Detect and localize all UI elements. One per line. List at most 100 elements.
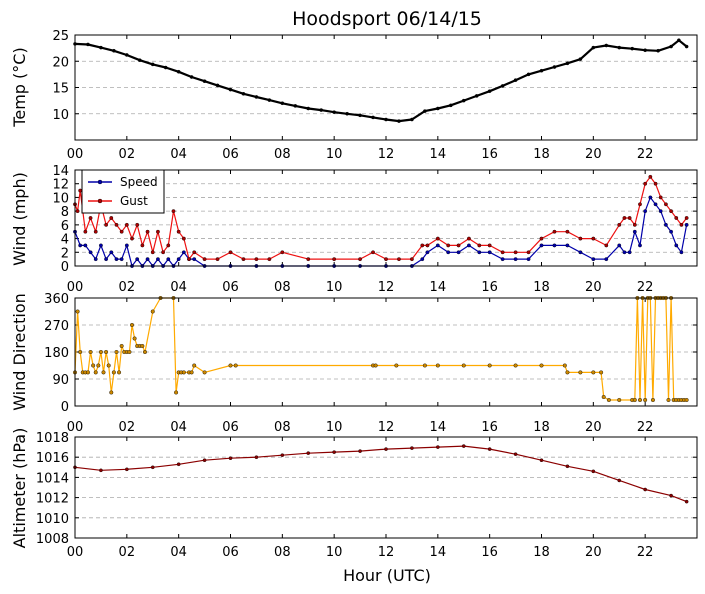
speed-data-point [552,243,557,248]
direction-data-point [373,363,378,368]
gust-data-point [145,229,150,234]
x-tick-label: 10 [326,545,343,560]
y-tick-label: 1018 [36,431,69,446]
speed-data-point [539,243,544,248]
wind-legend: Speed Gust [81,169,165,214]
x-tick-label: 08 [274,420,291,435]
altimeter-data-point [358,449,362,453]
x-tick-label: 12 [378,420,395,435]
speed-data-point [467,243,471,248]
temp-data-point [86,42,90,47]
direction-data-point [114,350,119,355]
speed-data-point [109,250,114,255]
direction-data-point [394,363,399,368]
gust-data-point [161,250,166,255]
speed-data-point [622,250,627,255]
temp-data-point [241,92,246,96]
gust-data-point [658,195,663,200]
temp-panel: 10 15 20 25 00 02 04 06 08 10 12 14 16 18 20 22 [52,29,698,162]
direction-data-point [601,395,606,400]
direction-data-point [599,370,604,375]
speed-data-point [669,229,673,234]
temp-data-point [189,75,194,79]
direction-data-point [127,350,132,355]
chart-title: Hoodsport 06/14/15 [292,8,482,30]
temp-data-point [306,106,311,111]
direction-data-point [93,370,98,375]
gust-data-point [669,209,673,214]
direction-data-point [684,398,689,403]
altimeter-data-point [669,493,673,498]
speed-data-point [653,202,658,207]
y-tick-label: 180 [44,346,69,361]
gust-data-point [410,257,414,262]
direction-data-point [189,370,194,375]
altimeter-data-point [150,465,155,470]
speed-data-point [420,257,425,262]
x-tick-label: 02 [119,280,136,295]
temp-data-point [202,79,207,83]
direction-data-point [98,350,103,355]
y-tick-label: 2 [61,246,69,261]
altimeter-data-point [280,453,285,457]
temp-data-point [591,45,596,50]
temp-data-point [293,104,298,108]
gust-data-point [371,250,375,255]
gust-data-point [684,216,689,220]
x-tick-label: 00 [67,420,84,435]
x-tick-label: 02 [119,545,136,560]
gust-data-point [358,257,362,262]
speed-data-point [643,209,648,214]
gust-data-point [487,243,492,248]
x-tick-label: 22 [637,545,654,560]
temp-data-point [371,115,375,120]
gust-data-point [171,209,176,214]
direction-data-point [111,370,116,375]
speed-data-point [181,250,186,255]
direction-data-point [487,363,492,368]
x-tick-label: 00 [67,545,84,560]
x-tick-label: 12 [378,545,395,560]
direction-data-point [132,336,137,341]
direction-data-point [106,363,111,368]
direction-ylabel: Wind Direction [10,293,29,411]
temp-data-point [112,48,116,53]
x-tick-label: 04 [170,545,187,560]
y-tick-label: 6 [61,219,69,234]
gust-data-point [627,216,632,220]
altimeter-data-point [306,451,311,455]
gust-data-point [332,257,337,262]
temp-data-point [423,109,427,113]
gust-data-point [653,181,658,186]
x-tick-label: 18 [533,545,550,560]
direction-data-point [435,363,440,368]
gust-data-point [467,236,471,241]
gust-data-point [150,250,155,255]
speed-data-point [513,257,518,262]
speed-data-point [93,257,98,262]
speed-data-point [88,250,93,255]
direction-data-point [140,344,145,349]
plot-frame [74,169,698,267]
gust-data-point [267,257,272,262]
speed-data-point [565,243,570,248]
speed-data-point [145,257,150,262]
altimeter-data-point [228,456,233,461]
temp-data-point [267,98,272,102]
altimeter-data-point [332,450,336,454]
x-tick-label: 20 [585,545,602,560]
gust-data-point [397,257,401,262]
gust-data-point [75,209,80,214]
direction-data-point [233,363,238,368]
altimeter-data-point [461,444,466,448]
x-tick-label: 06 [222,147,239,162]
legend-speed-label: Speed [120,175,158,189]
direction-data-point [174,390,179,395]
x-tick-label: 08 [274,280,291,295]
speed-data-point [425,250,430,255]
speed-data-point [156,257,160,262]
y-tick-label: 25 [52,29,69,44]
x-tick-label: 04 [170,280,187,295]
temp-data-point [215,83,220,88]
direction-data-point [513,363,518,368]
